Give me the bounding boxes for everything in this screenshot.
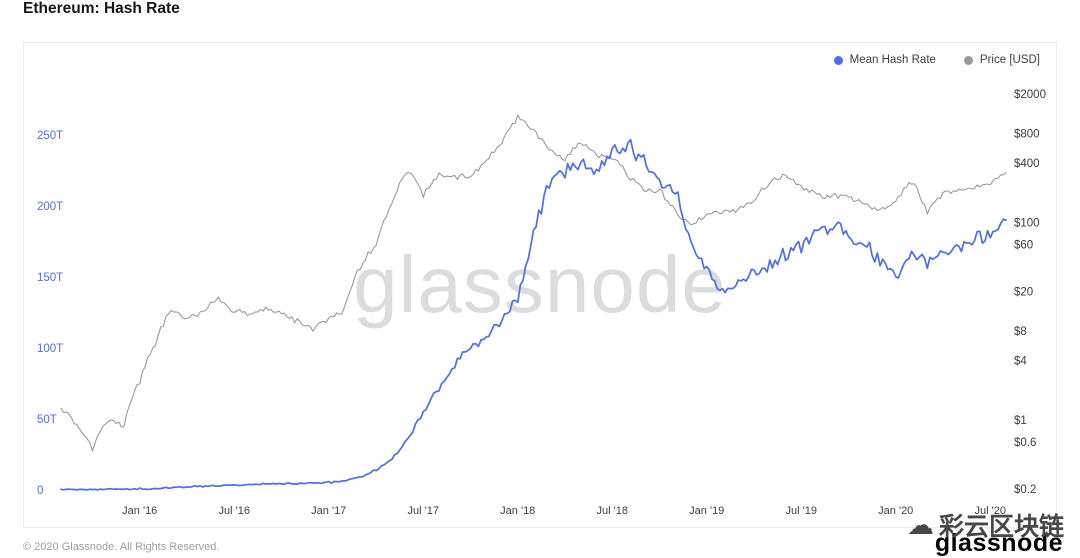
mean-hash-rate-line <box>60 138 1007 491</box>
right-axis-tick-$2000: $2000 <box>1014 89 1046 101</box>
x-axis-tick-Jan '20: Jan '20 <box>878 505 913 517</box>
x-axis-tick-Jan '18: Jan '18 <box>500 505 535 517</box>
left-axis-tick-150T: 150T <box>37 272 63 284</box>
legend-item-price-usd[interactable]: Price [USD] <box>963 54 1040 66</box>
copyright-text: © 2020 Glassnode. All Rights Reserved. <box>23 541 220 553</box>
x-axis-tick-Jan '16: Jan '16 <box>122 505 157 517</box>
price-usd-line <box>60 114 1007 452</box>
left-axis-tick-250T: 250T <box>37 130 63 142</box>
legend-item-mean-hash-rate[interactable]: Mean Hash Rate <box>833 54 936 66</box>
x-axis-tick-Jul '20: Jul '20 <box>975 505 1006 517</box>
right-axis-tick-$100: $100 <box>1014 217 1040 229</box>
right-axis-tick-$400: $400 <box>1014 158 1040 170</box>
left-axis-tick-100T: 100T <box>37 343 63 355</box>
x-axis-tick-Jul '16: Jul '16 <box>219 505 250 517</box>
x-axis-tick-Jan '19: Jan '19 <box>689 505 724 517</box>
x-axis-tick-Jul '19: Jul '19 <box>786 505 817 517</box>
hash-rate-price-chart[interactable]: 0 50T 100T 150T 200T 250T $2000 $800 $400 $100 $60… <box>24 43 1058 529</box>
x-axis-tick-Jul '17: Jul '17 <box>408 505 439 517</box>
cloud-icon: ☁ <box>906 509 934 540</box>
left-axis-tick-50T: 50T <box>37 414 57 426</box>
price-usd-dot-icon <box>963 55 973 65</box>
left-axis-tick-0: 0 <box>37 485 43 497</box>
right-axis-tick-$60: $60 <box>1014 239 1033 251</box>
legend-label-mean-hash-rate: Mean Hash Rate <box>849 54 936 66</box>
right-axis-tick-$8: $8 <box>1014 326 1027 338</box>
mean-hash-rate-dot-icon <box>833 55 843 65</box>
right-axis-tick-$800: $800 <box>1014 128 1040 140</box>
chart-legend: Mean Hash Rate Price [USD] <box>833 54 1040 66</box>
x-axis-tick-Jul '18: Jul '18 <box>597 505 628 517</box>
right-axis-tick-$1: $1 <box>1014 415 1027 427</box>
x-axis-tick-Jan '17: Jan '17 <box>311 505 346 517</box>
left-axis-tick-200T: 200T <box>37 201 63 213</box>
right-axis-tick-$20: $20 <box>1014 287 1033 299</box>
right-axis-tick-$0.6: $0.6 <box>1014 437 1036 449</box>
right-axis-tick-$4: $4 <box>1014 356 1027 368</box>
right-axis-tick-$0.2: $0.2 <box>1014 484 1036 496</box>
legend-label-price-usd: Price [USD] <box>979 54 1040 66</box>
page-title: Ethereum: Hash Rate <box>23 0 180 17</box>
chart-panel: glassnode 0 50T 100T 150T 200T 250T $2000 $800 $… <box>23 42 1057 528</box>
caiyun-blockchain-watermark: ☁ 彩云区块链 <box>907 507 1064 543</box>
caiyun-blockchain-label: 彩云区块链 <box>938 513 1064 541</box>
